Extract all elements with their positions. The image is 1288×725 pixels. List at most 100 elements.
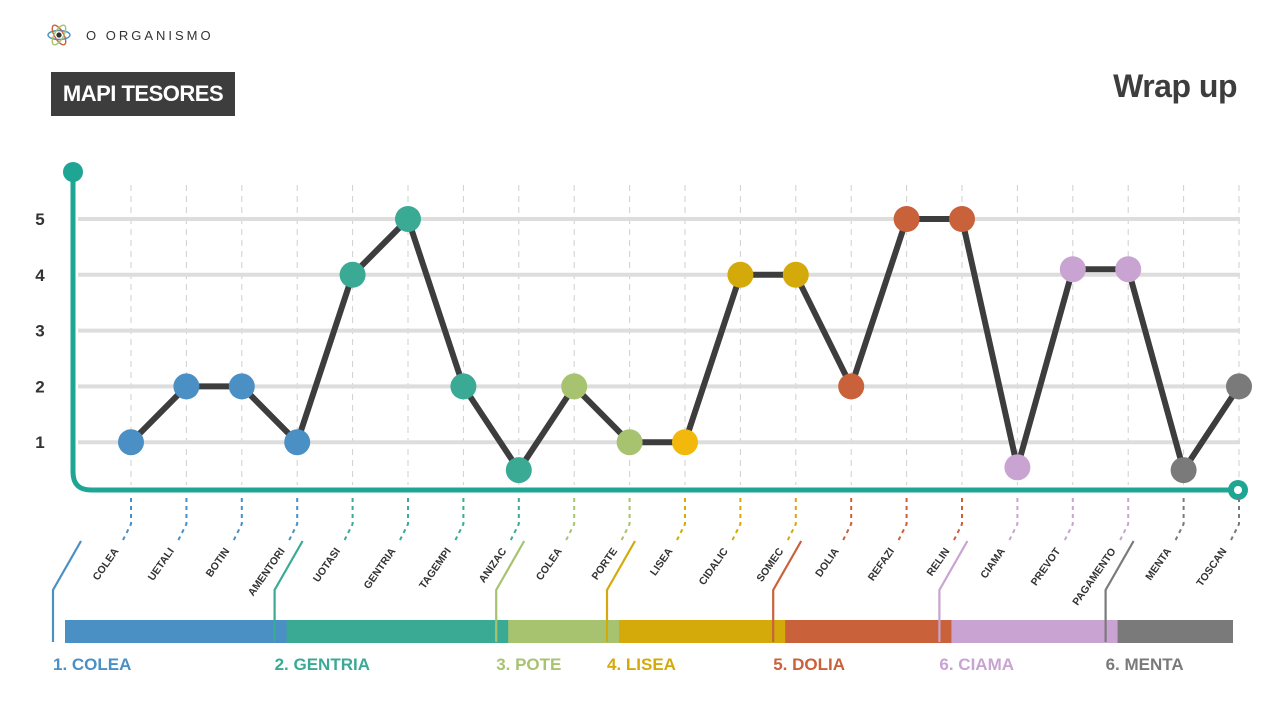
atom-icon: [47, 24, 71, 46]
category-connector: [731, 498, 742, 541]
category-connector: [454, 498, 465, 541]
category-connector: [1119, 498, 1130, 541]
axis: [63, 162, 1248, 500]
x-tick-label: PREVOT: [1029, 545, 1064, 588]
group-bracket: [772, 540, 803, 642]
category-connector: [509, 498, 520, 541]
data-point: [118, 429, 144, 456]
x-axis-ticks: COLEA UETALI BOTIN AMENTORI UOTASI GENTRIA TAG…: [91, 498, 1240, 608]
category-connector: [288, 498, 299, 541]
category-connector: [842, 498, 853, 541]
y-tick-label: 4: [35, 266, 45, 285]
data-point: [727, 261, 754, 288]
data-point: [339, 261, 366, 288]
category-connector: [1008, 498, 1019, 541]
page-title: Wrap up: [1113, 68, 1237, 104]
brand-logo: O ORGANISMO: [46, 22, 214, 48]
group-bracket: [273, 540, 304, 642]
group-bar: [951, 620, 1123, 643]
group-bracket: [1104, 540, 1135, 642]
group-label: 5. DOLIA: [773, 655, 845, 674]
x-tick-label: ANIZAC: [477, 546, 510, 586]
group-bar: [619, 620, 790, 643]
data-point: [450, 373, 477, 400]
group-bar: [1117, 620, 1233, 643]
axis-start-dot: [63, 162, 83, 182]
data-point: [505, 457, 532, 484]
x-tick-label: DOLIA: [813, 546, 842, 580]
y-tick-label: 5: [35, 210, 44, 229]
category-connector: [1063, 498, 1074, 541]
x-tick-label: COLEA: [534, 545, 565, 582]
data-point: [561, 373, 588, 400]
data-point: [1059, 256, 1086, 283]
category-connector: [953, 498, 963, 541]
gridlines: [78, 185, 1240, 485]
data-point: [782, 261, 809, 288]
category-connector: [620, 498, 631, 541]
data-point: [395, 206, 421, 232]
section-badge: MAPI TESORES: [51, 72, 235, 116]
category-connector: [343, 498, 354, 541]
x-tick-label: UOTASI: [311, 546, 343, 585]
category-groups: 1. COLEA 2. GENTRIA 3. POTE 4. LISEA 5. DOLI…: [51, 540, 1233, 674]
x-tick-label: SOMEC: [754, 546, 786, 585]
x-tick-label: BOTIN: [204, 546, 233, 580]
data-point: [1226, 373, 1252, 400]
data-point: [173, 373, 200, 400]
group-label: 4. LISEA: [607, 655, 676, 674]
y-tick-label: 3: [35, 322, 44, 341]
data-point: [672, 429, 698, 456]
category-connector: [1174, 498, 1185, 541]
x-tick-label: PAGAMENTO: [1070, 546, 1118, 608]
group-label: 6. CIAMA: [939, 655, 1014, 674]
x-tick-label: TOSCAN: [1194, 546, 1229, 589]
category-connector: [1230, 498, 1240, 541]
x-tick-label: TAGEMPI: [417, 546, 454, 591]
group-bar: [508, 620, 624, 643]
group-label: 2. GENTRIA: [275, 655, 370, 674]
category-connector: [122, 498, 132, 541]
x-tick-label: LISEA: [648, 545, 676, 578]
group-bracket: [938, 540, 969, 642]
data-point: [616, 429, 643, 456]
category-connector: [897, 498, 908, 541]
group-bar: [65, 620, 292, 643]
x-tick-label: MENTA: [1143, 546, 1174, 583]
data-points: [118, 206, 1252, 484]
x-tick-label: UETALI: [146, 546, 177, 583]
category-connector: [177, 498, 188, 541]
group-bar: [785, 620, 956, 643]
x-tick-label: GENTRIA: [362, 545, 399, 591]
data-point: [1115, 256, 1142, 283]
data-point: [1004, 454, 1031, 481]
x-tick-label: CIDALIC: [697, 546, 731, 588]
category-connector: [786, 498, 797, 541]
x-tick-label: AMENTORI: [246, 546, 288, 599]
data-point: [228, 373, 255, 400]
data-point: [949, 206, 975, 232]
group-bracket: [495, 540, 526, 642]
data-point: [893, 206, 920, 232]
group-bracket: [51, 540, 82, 642]
x-tick-label: REFAZI: [866, 546, 897, 584]
x-tick-label: COLEA: [91, 545, 122, 582]
data-point: [284, 429, 311, 456]
category-connector: [565, 498, 576, 541]
axis-line: [70, 169, 1241, 493]
y-tick-label: 2: [35, 377, 44, 396]
group-label: 6. MENTA: [1106, 655, 1184, 674]
y-axis-ticks: 1 2 3 4 5: [35, 210, 45, 452]
group-label: 1. COLEA: [53, 655, 131, 674]
category-connector: [676, 498, 686, 541]
group-bar: [286, 620, 513, 643]
category-connector: [399, 498, 409, 541]
group-label: 3. POTE: [496, 655, 561, 674]
group-bracket: [605, 540, 636, 642]
brand-name: O ORGANISMO: [86, 27, 214, 43]
data-point: [838, 373, 865, 400]
x-tick-label: CIAMA: [978, 546, 1008, 581]
category-connector: [232, 498, 243, 541]
data-point: [1170, 457, 1197, 484]
